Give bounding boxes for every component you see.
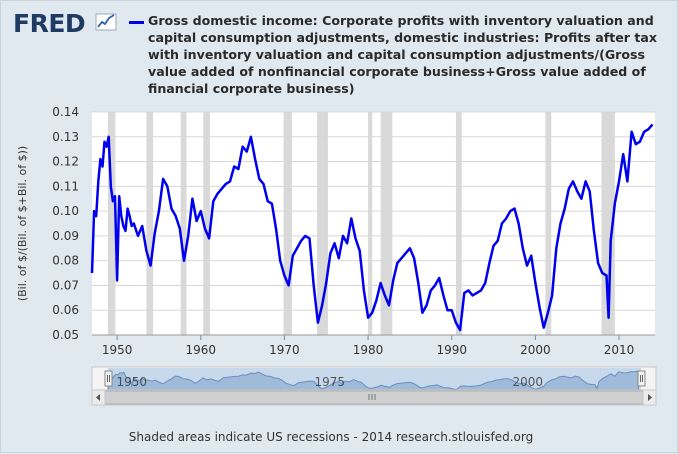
recession-band	[107, 112, 116, 335]
arrow-left-icon	[96, 394, 100, 401]
y-tick-label: 0.12	[52, 155, 79, 169]
x-tick-label: 2000	[520, 343, 551, 357]
fred-logo[interactable]: FRED	[13, 9, 117, 39]
recession-band	[180, 112, 187, 335]
recession-band	[146, 112, 154, 335]
legend-line-icon	[129, 21, 144, 24]
navigator-series-area	[107, 370, 640, 391]
x-tick-label: 2010	[604, 343, 635, 357]
recession-band	[283, 112, 292, 335]
scrollbar-thumb[interactable]	[104, 390, 644, 405]
recession-band	[455, 112, 462, 335]
recession-band	[368, 112, 373, 335]
x-tick-label: 1960	[185, 343, 216, 357]
chart-title: Gross domestic income: Corporate profits…	[148, 13, 658, 96]
arrow-right-icon	[648, 394, 652, 401]
y-tick-label: 0.07	[52, 278, 79, 292]
y-tick-label: 0.14	[52, 105, 79, 119]
y-axis-label: (Bil. of $/(Bil. of $+Bil. of $))	[16, 146, 29, 301]
navigator-tick-label: 1975	[314, 375, 345, 389]
logo-text: FRED	[13, 9, 86, 38]
y-tick-label: 0.05	[52, 328, 79, 342]
navigator-handle[interactable]	[104, 370, 113, 387]
recession-band	[380, 112, 393, 335]
y-tick-label: 0.10	[52, 204, 79, 218]
x-tick-label: 1970	[269, 343, 300, 357]
y-tick-label: 0.06	[52, 303, 79, 317]
x-tick-label: 1980	[353, 343, 384, 357]
recession-band	[601, 112, 615, 335]
x-tick-label: 1950	[102, 343, 133, 357]
recession-band	[317, 112, 328, 335]
y-tick-label: 0.13	[52, 130, 79, 144]
series-line	[90, 123, 654, 332]
footer-note: Shaded areas indicate US recessions - 20…	[128, 430, 534, 444]
navigator-tick-label: 1950	[116, 375, 147, 389]
y-tick-label: 0.11	[52, 179, 79, 193]
y-tick-label: 0.08	[52, 254, 79, 268]
x-tick-label: 1990	[436, 343, 467, 357]
recession-band	[203, 112, 210, 335]
navigator-handle[interactable]	[637, 370, 646, 387]
y-tick-label: 0.09	[52, 229, 79, 243]
navigator-tick-label: 2000	[512, 375, 543, 389]
recession-band	[545, 112, 552, 335]
logo-chart-icon	[95, 13, 117, 31]
